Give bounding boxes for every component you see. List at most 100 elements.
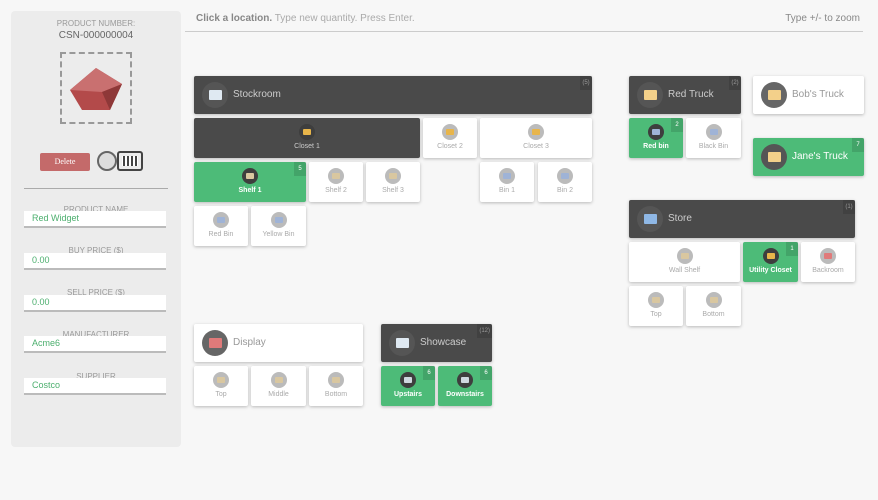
disc-icon: [457, 372, 473, 388]
shelf-icon: [676, 248, 693, 264]
location-bin2[interactable]: Bin 2: [538, 162, 592, 202]
door-icon: [442, 124, 458, 140]
location-label: Utility Closet: [749, 267, 792, 274]
location-label: Top: [650, 311, 662, 318]
location-wallshelf[interactable]: Wall Shelf: [629, 242, 740, 282]
location-closet1[interactable]: Closet 1: [194, 118, 420, 158]
location-downstairs[interactable]: Downstairs 6: [438, 366, 492, 406]
location-displaybottom[interactable]: Bottom: [309, 366, 363, 406]
location-closet3[interactable]: Closet 3: [480, 118, 592, 158]
bin-icon: [499, 168, 515, 184]
location-redbin[interactable]: Red Bin: [194, 206, 248, 246]
truck-icon: [761, 144, 787, 170]
store-icon: [637, 206, 663, 232]
location-label: Middle: [268, 391, 289, 398]
location-backroom[interactable]: Backroom: [801, 242, 855, 282]
location-label: Black Bin: [698, 143, 729, 150]
location-label: Closet 2: [437, 143, 463, 150]
instructions-text: Type new quantity. Press Enter.: [274, 13, 415, 24]
location-displaytop[interactable]: Top: [194, 366, 248, 406]
location-shelf3[interactable]: Shelf 3: [366, 162, 420, 202]
location-shelf2[interactable]: Shelf 2: [309, 162, 363, 202]
location-utilitycloset[interactable]: Utility Closet 1: [743, 242, 798, 282]
location-label: Shelf 3: [382, 187, 404, 194]
warehouse-icon: [389, 330, 415, 356]
product-number-label: PRODUCT NUMBER:: [56, 19, 136, 28]
supplier-input[interactable]: Costco: [24, 378, 166, 395]
delete-button[interactable]: Delete: [40, 153, 90, 171]
door-icon: [762, 248, 779, 264]
location-label: Shelf 2: [325, 187, 347, 194]
supplier-label: SUPPLIER: [76, 372, 116, 381]
location-label: Display: [233, 337, 266, 348]
location-label: Yellow Bin: [262, 231, 295, 238]
shelf-icon: [270, 372, 287, 388]
count-badge: (12): [477, 324, 492, 338]
location-showcase[interactable]: Showcase (12): [381, 324, 492, 362]
shelf-icon: [385, 168, 401, 184]
location-label: Top: [215, 391, 227, 398]
sell-price-input[interactable]: 0.00: [24, 295, 166, 312]
count-badge: 2: [671, 118, 683, 132]
truck-icon: [761, 82, 787, 108]
divider: [24, 188, 168, 189]
location-display[interactable]: Display: [194, 324, 363, 362]
product-name-input[interactable]: Red Widget: [24, 211, 166, 228]
location-label: Backroom: [812, 267, 844, 274]
location-upstairs[interactable]: Upstairs 6: [381, 366, 435, 406]
location-stockroom[interactable]: Stockroom (5): [194, 76, 592, 114]
bin-icon: [705, 124, 722, 140]
shelf-icon: [648, 292, 664, 308]
count-badge: 6: [423, 366, 435, 380]
buy-price-input[interactable]: 0.00: [24, 253, 166, 270]
location-label: Red Truck: [668, 89, 714, 100]
location-bin1[interactable]: Bin 1: [480, 162, 534, 202]
warehouse-icon: [202, 82, 228, 108]
shelf-icon: [328, 372, 344, 388]
print-icon[interactable]: [97, 151, 117, 171]
location-label: Bin 1: [499, 187, 515, 194]
barcode-icon[interactable]: [117, 151, 143, 171]
location-label: Bob's Truck: [792, 89, 844, 100]
product-image-dropzone[interactable]: [60, 52, 132, 124]
door-icon: [299, 124, 315, 140]
location-janestruck[interactable]: Jane's Truck 7: [753, 138, 864, 176]
bin-icon: [270, 212, 287, 228]
truck-icon: [637, 82, 663, 108]
shelf-icon: [242, 168, 258, 184]
shelf-icon: [213, 372, 229, 388]
location-label: Bin 2: [557, 187, 573, 194]
location-label: Bottom: [702, 311, 725, 318]
location-label: Upstairs: [393, 391, 422, 398]
location-blackbin[interactable]: Black Bin: [686, 118, 741, 158]
buy-price-label: BUY PRICE ($): [68, 246, 124, 255]
manufacturer-input[interactable]: Acme6: [24, 336, 166, 353]
bin-icon: [557, 168, 573, 184]
product-panel: PRODUCT NUMBER: CSN-000000004 Delete PRO…: [11, 11, 181, 447]
location-label: Red Bin: [208, 231, 234, 238]
location-store[interactable]: Store (1): [629, 200, 855, 238]
count-badge: (1): [843, 200, 855, 214]
count-badge: 6: [480, 366, 492, 380]
location-label: Bottom: [324, 391, 348, 398]
location-displaymiddle[interactable]: Middle: [251, 366, 306, 406]
location-bobstruck[interactable]: Bob's Truck: [753, 76, 864, 114]
shelf-icon: [328, 168, 344, 184]
location-label: Wall Shelf: [668, 267, 701, 274]
location-label: Showcase: [420, 337, 467, 348]
location-closet2[interactable]: Closet 2: [423, 118, 477, 158]
location-redtruckbin[interactable]: Red bin 2: [629, 118, 683, 158]
location-redtruck[interactable]: Red Truck (2): [629, 76, 741, 114]
location-yellowbin[interactable]: Yellow Bin: [251, 206, 306, 246]
count-badge: (5): [580, 76, 592, 90]
table-icon: [202, 330, 228, 356]
zoom-hint: Type +/- to zoom: [785, 13, 860, 24]
count-badge: (2): [729, 76, 741, 90]
location-shelf1[interactable]: Shelf 1 5: [194, 162, 306, 202]
location-storetop[interactable]: Top: [629, 286, 683, 326]
location-label: Red bin: [643, 143, 669, 150]
location-label: Closet 1: [294, 143, 320, 150]
count-badge: 1: [786, 242, 798, 256]
location-storebottom[interactable]: Bottom: [686, 286, 741, 326]
shelf-icon: [705, 292, 722, 308]
